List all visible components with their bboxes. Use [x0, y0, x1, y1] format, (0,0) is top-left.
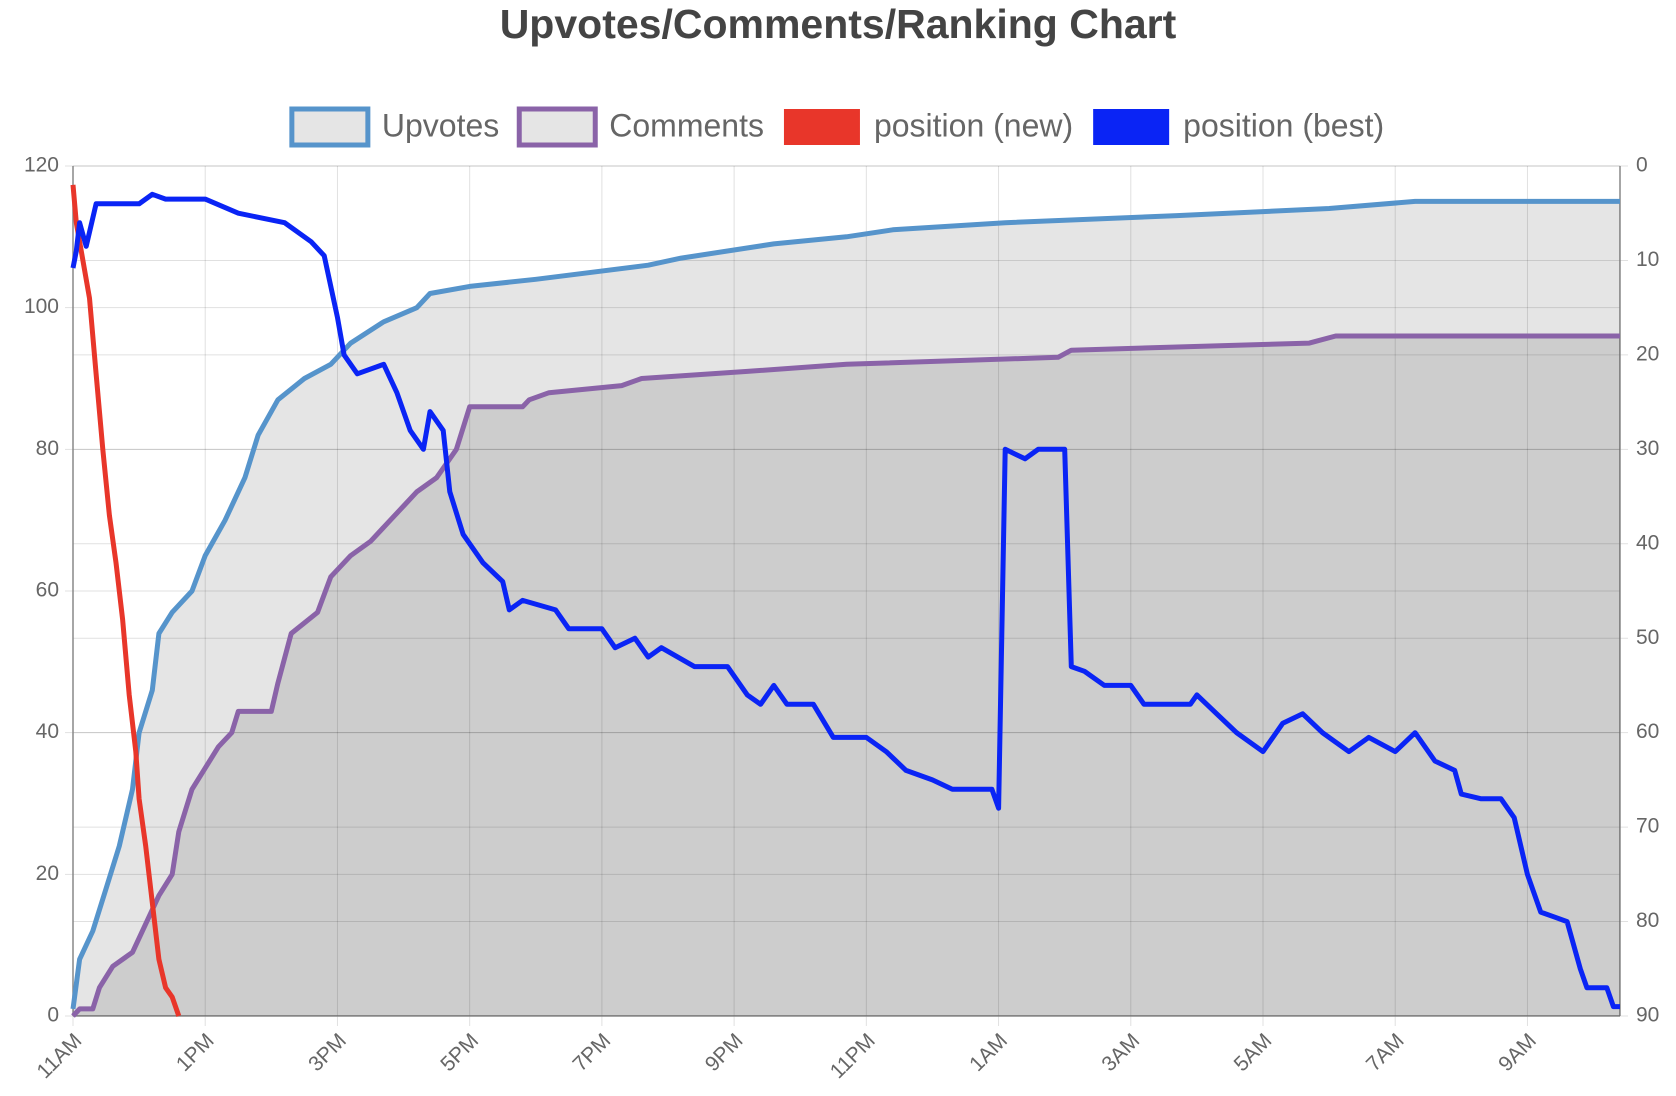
legend-label: position (new): [874, 107, 1073, 143]
chart-title: Upvotes/Comments/Ranking Chart: [500, 1, 1177, 47]
legend-label: Comments: [609, 107, 764, 143]
y2-tick-label: 70: [1636, 815, 1659, 838]
y2-tick-label: 80: [1636, 909, 1659, 932]
legend-item: Upvotes: [289, 106, 499, 148]
legend-swatch: [516, 106, 598, 148]
legend-item: position (best): [1093, 107, 1384, 145]
y2-tick-label: 90: [1636, 1004, 1659, 1027]
line: [70, 191, 1620, 1010]
y-tick-label: 100: [24, 295, 59, 318]
legend-swatch: [1093, 109, 1170, 145]
legend-item: position (new): [783, 107, 1073, 145]
legend-item: Comments: [516, 106, 764, 148]
x-tick-label: 5AM: [1230, 1029, 1277, 1076]
legend-label: Upvotes: [382, 107, 499, 143]
x-tick-label: 1PM: [172, 1029, 219, 1076]
x-tick-label: 3PM: [304, 1029, 351, 1076]
y2-tick-label: 40: [1636, 531, 1659, 554]
y2-tick-label: 30: [1636, 437, 1659, 460]
legend-swatch: [783, 109, 860, 145]
x-tick-label: 1AM: [965, 1029, 1012, 1076]
y-tick-label: 80: [36, 437, 59, 460]
x-tick-label: 7AM: [1362, 1029, 1409, 1076]
x-tick-label: 11AM: [32, 1029, 86, 1083]
x-tick-label: 11PM: [826, 1029, 880, 1083]
y2-tick-label: 10: [1636, 248, 1659, 271]
x-tick-label: 9PM: [701, 1029, 748, 1076]
area: [73, 336, 1620, 1016]
x-tick-label: 3AM: [1097, 1029, 1144, 1076]
legend-label: position (best): [1183, 107, 1384, 143]
y2-tick-label: 20: [1636, 342, 1659, 365]
area: [73, 201, 1620, 1016]
y-tick-label: 120: [24, 154, 59, 177]
y-tick-label: 0: [47, 1004, 59, 1027]
x-tick-label: 5PM: [436, 1029, 483, 1076]
y2-tick-label: 0: [1636, 154, 1648, 177]
y-tick-label: 60: [36, 579, 59, 602]
legend-swatch: [289, 106, 371, 148]
y-tick-label: 20: [36, 862, 59, 885]
x-tick-label: 9AM: [1494, 1029, 1541, 1076]
x-tick-label: 7PM: [569, 1029, 616, 1076]
line: [70, 184, 182, 1017]
y-tick-label: 40: [36, 720, 59, 743]
y2-tick-label: 60: [1636, 720, 1659, 743]
y2-tick-label: 50: [1636, 626, 1659, 649]
